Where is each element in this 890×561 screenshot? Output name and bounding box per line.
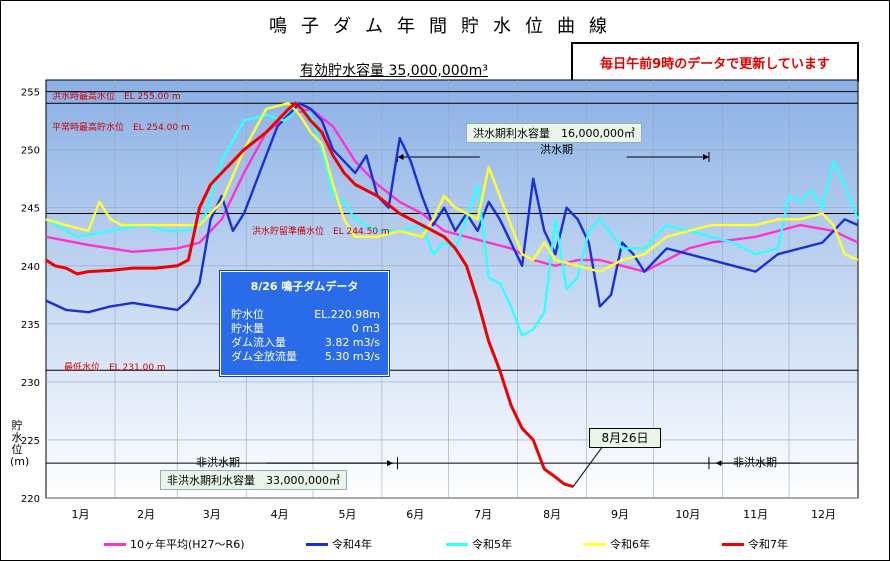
dam-data-row: 貯水位 EL.220.98m (231, 308, 380, 321)
dam-data-row: 貯水量 0 m3 (231, 322, 380, 335)
flood-capacity-label: 洪水期利水容量 16,000,000㎥ (466, 123, 642, 143)
normal-max-annotation: 平常時最高貯水位 EL 254.00 m (52, 123, 190, 133)
x-tick-label: 9月 (611, 508, 629, 521)
series-line-r6 (45, 101, 859, 273)
dam-data-row: ダム流入量 3.82 m3/s (231, 336, 380, 349)
nonflood-period-right: 非洪水期 (733, 456, 777, 469)
dam-data-title: 8/26 鳴子ダムデータ (250, 280, 359, 293)
y-tick-label: 250 (21, 146, 40, 157)
date-callout: 8月26日 (589, 428, 661, 448)
min-level-annotation: 最低水位 EL 231.00 m (64, 363, 166, 373)
x-tick-label: 3月 (203, 508, 221, 521)
series-line-r7 (45, 101, 574, 489)
y-tick-label: 245 (21, 204, 40, 215)
chart-subtitle: 有効貯水容量 35,000,000m³ (300, 63, 488, 79)
legend-swatch (584, 542, 606, 546)
x-tick-label: 11月 (743, 508, 768, 521)
x-tick-label: 2月 (137, 508, 155, 521)
plot-area (45, 79, 859, 499)
y-tick-label: 225 (21, 436, 40, 447)
nonflood-capacity-label: 非洪水期利水容量 33,000,000㎥ (160, 470, 347, 490)
series-line-r5 (45, 107, 860, 337)
y-axis-label: 貯水位(m) (10, 419, 30, 468)
x-tick-label: 8月 (543, 508, 561, 521)
x-tick-label: 12月 (811, 508, 836, 521)
y-tick-label: 240 (21, 262, 40, 273)
y-tick-label: 255 (21, 88, 40, 99)
legend-swatch (446, 542, 468, 546)
y-tick-label: 220 (21, 494, 40, 505)
x-tick-label: 1月 (71, 508, 89, 521)
flood-reserve-annotation: 洪水貯留準備水位 EL 244.50 m (252, 227, 390, 237)
flood-max-annotation: 洪水時最高水位 EL 255.00 m (52, 92, 181, 102)
x-tick-label: 6月 (406, 508, 424, 521)
dam-data-box: 8/26 鳴子ダムデータ 貯水位 EL.220.98m 貯水量 0 m3 ダム流入量… (219, 270, 390, 377)
series-line-r4 (45, 101, 859, 314)
legend-item-r7: 令和7年 (722, 536, 788, 552)
legend-swatch (722, 542, 744, 546)
dam-data-row: ダム全放流量 5.30 m3/s (231, 350, 380, 363)
nonflood-period-left: 非洪水期 (196, 456, 240, 469)
y-tick-label: 230 (21, 378, 40, 389)
legend-item-r4: 令和4年 (306, 536, 372, 552)
x-tick-label: 4月 (271, 508, 289, 521)
y-tick-label: 235 (21, 320, 40, 331)
chart-title: 鳴子ダム年間貯水位曲線 (269, 16, 621, 37)
legend-item-avg: 10ヶ年平均(H27〜R6) (104, 536, 245, 552)
legend-swatch (104, 542, 126, 546)
x-tick-label: 10月 (675, 508, 700, 521)
legend-item-r5: 令和5年 (446, 536, 512, 552)
legend-swatch (306, 542, 328, 546)
legend-item-r6: 令和6年 (584, 536, 650, 552)
x-tick-label: 7月 (474, 508, 492, 521)
series-line-avg (45, 107, 859, 273)
flood-period-label: 洪水期 (540, 143, 573, 156)
x-tick-label: 5月 (338, 508, 356, 521)
